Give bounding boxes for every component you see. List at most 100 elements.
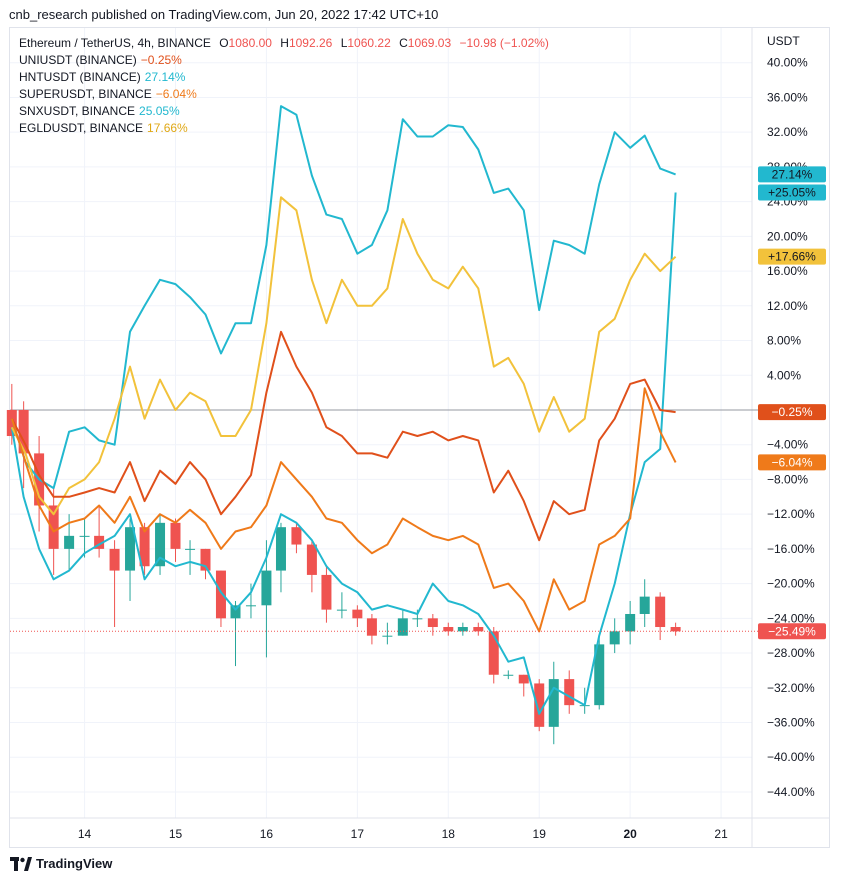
candle-down[interactable] <box>321 574 332 610</box>
candle-down[interactable] <box>534 683 545 727</box>
y-tick-label: −28.00% <box>767 646 815 660</box>
candle-down[interactable] <box>170 522 181 549</box>
legend-series-name: HNTUSDT (BINANCE) <box>19 70 141 84</box>
candle-down[interactable] <box>291 527 302 545</box>
y-tick-label: 20.00% <box>767 229 808 243</box>
candle-up[interactable] <box>397 618 408 636</box>
candle-up[interactable] <box>64 535 75 549</box>
candle-up[interactable] <box>185 548 196 550</box>
y-tick-label: 16.00% <box>767 264 808 278</box>
candle-up[interactable] <box>412 618 423 620</box>
legend-series-name: SUPERUSDT, BINANCE <box>19 87 152 101</box>
candle-down[interactable] <box>427 618 438 628</box>
price-badge-label: 27.14% <box>772 167 813 181</box>
price-badge <box>758 404 826 421</box>
candle-up[interactable] <box>639 596 650 614</box>
y-tick-label: 8.00% <box>767 334 801 348</box>
candle-up[interactable] <box>336 609 347 611</box>
price-badge <box>758 248 826 265</box>
price-badge-label: +17.66% <box>768 250 816 264</box>
y-tick-label: 4.00% <box>767 368 801 382</box>
candle-up[interactable] <box>275 527 286 571</box>
legend-low-label: L <box>340 36 348 50</box>
price-badge <box>758 166 826 183</box>
candle-down[interactable] <box>139 527 150 567</box>
candle-down[interactable] <box>443 627 454 632</box>
x-tick-label: 15 <box>169 827 183 841</box>
candle-down[interactable] <box>352 609 363 619</box>
candle-up[interactable] <box>261 570 272 606</box>
candle-up[interactable] <box>245 605 256 607</box>
price-badge-label: +25.05% <box>768 186 816 200</box>
y-tick-label: −8.00% <box>767 472 808 486</box>
candle-up[interactable] <box>548 679 559 727</box>
candle-down[interactable] <box>655 596 666 628</box>
candle-up[interactable] <box>594 644 605 706</box>
legend-main-symbol: Ethereum / TetherUS, 4h, BINANCE <box>19 36 211 50</box>
tradingview-footer[interactable]: TradingView <box>10 856 112 871</box>
legend-high: 1092.26 <box>288 36 333 50</box>
legend-low: 1060.22 <box>347 36 391 50</box>
candle-down[interactable] <box>200 548 211 571</box>
y-tick-label: 36.00% <box>767 90 808 104</box>
legend-series-0[interactable]: UNIUSDT (BINANCE) −0.25% <box>19 53 182 67</box>
candle-up[interactable] <box>230 605 241 619</box>
candle-down[interactable] <box>48 505 59 549</box>
legend-high-label: H <box>280 36 289 50</box>
candle-up[interactable] <box>79 535 90 537</box>
y-tick-label: −16.00% <box>767 542 815 556</box>
candle-up[interactable] <box>457 627 468 632</box>
x-tick-label: 18 <box>442 827 456 841</box>
x-tick-label: 14 <box>78 827 92 841</box>
series-line-uniusdt[interactable] <box>10 330 676 542</box>
legend-series-value: −6.04% <box>155 87 197 101</box>
candle-down[interactable] <box>488 631 499 675</box>
y-tick-label: −40.00% <box>767 750 815 764</box>
candle-down[interactable] <box>18 409 29 454</box>
x-tick-label: 20 <box>623 827 637 841</box>
legend-series-value: 27.14% <box>144 70 186 84</box>
y-tick-label: −24.00% <box>767 611 815 625</box>
legend-change: −10.98 (−1.02%) <box>459 36 549 50</box>
y-tick-label: 40.00% <box>767 56 808 70</box>
series-line-snxusdt[interactable] <box>10 192 677 715</box>
candle-down[interactable] <box>564 679 575 706</box>
price-badge-label: −0.25% <box>771 405 812 419</box>
candle-down[interactable] <box>473 627 484 632</box>
candle-down[interactable] <box>366 618 377 636</box>
price-badge-label: −25.49% <box>768 624 816 638</box>
candle-down[interactable] <box>518 674 529 684</box>
y-unit-label: USDT <box>767 34 800 48</box>
candle-up[interactable] <box>382 635 393 637</box>
legend-series-1[interactable]: HNTUSDT (BINANCE) 27.14% <box>19 70 185 84</box>
series-line-superusdt[interactable] <box>10 387 677 633</box>
x-tick-label: 21 <box>714 827 728 841</box>
legend-series-2[interactable]: SUPERUSDT, BINANCE −6.04% <box>19 87 197 101</box>
legend-series-4[interactable]: EGLDUSDT, BINANCE 17.66% <box>19 121 188 135</box>
candle-down[interactable] <box>6 409 17 437</box>
legend-series-value: 17.66% <box>147 121 188 135</box>
series-line-egldusdt[interactable] <box>10 196 677 516</box>
legend-series-3[interactable]: SNXUSDT, BINANCE 25.05% <box>19 104 180 118</box>
candle-down[interactable] <box>670 627 681 632</box>
tradingview-logo-icon <box>10 856 32 871</box>
x-tick-label: 17 <box>351 827 365 841</box>
legend-series-name: EGLDUSDT, BINANCE <box>19 121 144 135</box>
candle-up[interactable] <box>609 631 620 645</box>
candle-up[interactable] <box>155 522 166 567</box>
candle-up[interactable] <box>503 674 514 676</box>
y-tick-label: −36.00% <box>767 716 815 730</box>
series-line-hntusdt[interactable] <box>10 105 676 490</box>
candle-up[interactable] <box>625 613 636 632</box>
candle-down[interactable] <box>109 548 120 571</box>
candle-up[interactable] <box>125 527 136 571</box>
legend-main[interactable]: Ethereum / TetherUS, 4h, BINANCE O1080.0… <box>19 36 549 50</box>
price-badge-label: −6.04% <box>771 455 812 469</box>
chart-frame[interactable] <box>9 27 830 848</box>
y-tick-label: 12.00% <box>767 299 808 313</box>
candle-down[interactable] <box>306 544 317 575</box>
candle-down[interactable] <box>94 535 105 549</box>
candle-down[interactable] <box>215 570 226 619</box>
y-tick-label: −4.00% <box>767 438 808 452</box>
